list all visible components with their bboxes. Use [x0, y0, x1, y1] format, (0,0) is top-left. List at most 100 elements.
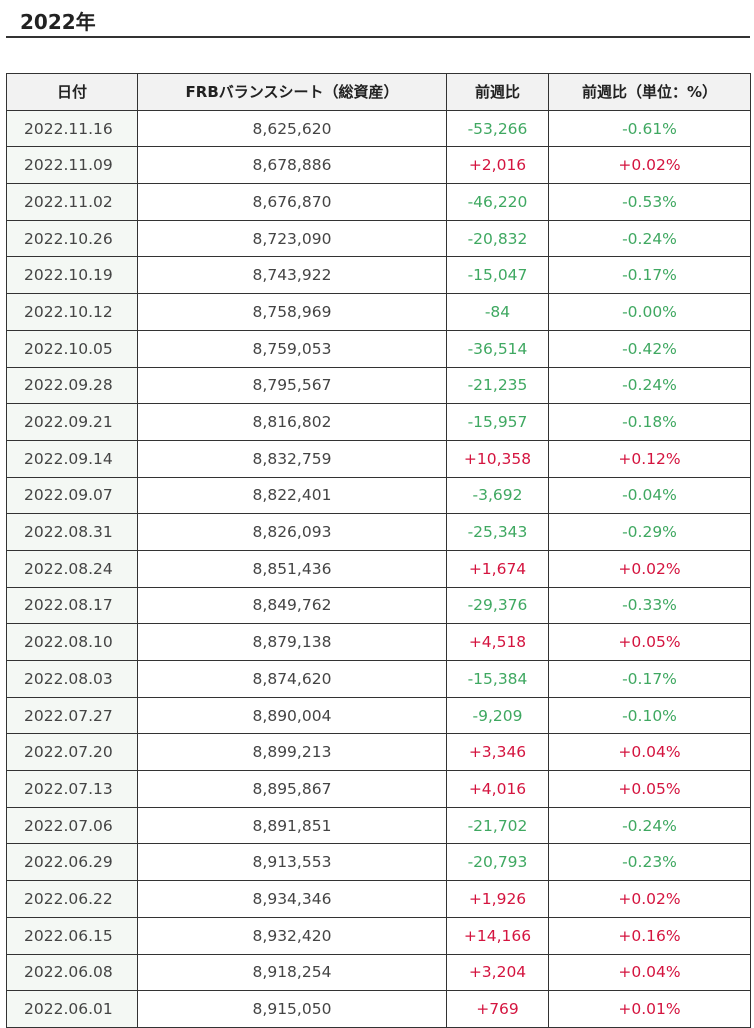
year-title: 2022年	[20, 10, 96, 34]
table-row: 2022.07.06 8,891,851 -21,702 -0.24%	[6, 806, 751, 845]
table-row: 2022.11.16 8,625,620 -53,266 -0.61%	[6, 109, 751, 148]
cell-total-assets: 8,851,436	[137, 549, 447, 588]
table-row: 2022.09.14 8,832,759 +10,358 +0.12%	[6, 439, 751, 478]
cell-weekly-change: -15,384	[446, 660, 549, 698]
header-row: 日付 FRBバランスシート（総資産） 前週比 前週比（単位：%）	[6, 73, 751, 111]
table-row: 2022.08.17 8,849,762 -29,376 -0.33%	[6, 586, 751, 625]
cell-date: 2022.06.22	[6, 880, 138, 918]
cell-weekly-change: +4,518	[446, 623, 549, 661]
cell-weekly-change-pct: +0.16%	[548, 916, 751, 955]
cell-weekly-change: -21,235	[446, 366, 549, 405]
cell-total-assets: 8,832,759	[137, 439, 447, 478]
cell-total-assets: 8,932,420	[137, 916, 447, 955]
table-row: 2022.07.13 8,895,867 +4,016 +0.05%	[6, 770, 751, 808]
cell-weekly-change: -20,793	[446, 843, 549, 882]
table-row: 2022.06.15 8,932,420 +14,166 +0.16%	[6, 916, 751, 955]
cell-date: 2022.08.10	[6, 623, 138, 661]
cell-total-assets: 8,918,254	[137, 953, 447, 992]
cell-total-assets: 8,676,870	[137, 183, 447, 221]
cell-weekly-change: -53,266	[446, 109, 549, 148]
cell-weekly-change-pct: +0.12%	[548, 439, 751, 478]
table-row: 2022.09.21 8,816,802 -15,957 -0.18%	[6, 403, 751, 441]
cell-weekly-change-pct: +0.02%	[548, 880, 751, 918]
cell-total-assets: 8,625,620	[137, 109, 447, 148]
cell-weekly-change: -20,832	[446, 219, 549, 258]
cell-date: 2022.08.24	[6, 549, 138, 588]
cell-total-assets: 8,879,138	[137, 623, 447, 661]
cell-total-assets: 8,913,553	[137, 843, 447, 882]
cell-weekly-change: +3,204	[446, 953, 549, 992]
table-row: 2022.07.27 8,890,004 -9,209 -0.10%	[6, 696, 751, 735]
table-row: 2022.10.12 8,758,969 -84 -0.00%	[6, 293, 751, 331]
header-date: 日付	[6, 73, 138, 111]
cell-total-assets: 8,890,004	[137, 696, 447, 735]
cell-total-assets: 8,899,213	[137, 733, 447, 772]
cell-date: 2022.06.08	[6, 953, 138, 992]
cell-weekly-change-pct: -0.24%	[548, 219, 751, 258]
cell-weekly-change-pct: -0.23%	[548, 843, 751, 882]
cell-date: 2022.09.07	[6, 476, 138, 515]
cell-total-assets: 8,915,050	[137, 990, 447, 1028]
cell-weekly-change: +1,674	[446, 549, 549, 588]
cell-weekly-change: +3,346	[446, 733, 549, 772]
cell-weekly-change-pct: +0.04%	[548, 733, 751, 772]
balance-sheet-table-container: 日付 FRBバランスシート（総資産） 前週比 前週比（単位：%） 2022.11…	[6, 73, 751, 1028]
cell-total-assets: 8,759,053	[137, 329, 447, 368]
cell-total-assets: 8,891,851	[137, 806, 447, 845]
table-row: 2022.06.08 8,918,254 +3,204 +0.04%	[6, 953, 751, 992]
cell-date: 2022.11.09	[6, 146, 138, 185]
header-total-assets: FRBバランスシート（総資産）	[137, 73, 447, 111]
cell-weekly-change: +4,016	[446, 770, 549, 808]
table-row: 2022.06.01 8,915,050 +769 +0.01%	[6, 990, 751, 1028]
cell-weekly-change: -9,209	[446, 696, 549, 735]
cell-weekly-change: -36,514	[446, 329, 549, 368]
cell-date: 2022.07.27	[6, 696, 138, 735]
cell-total-assets: 8,822,401	[137, 476, 447, 515]
cell-weekly-change: +2,016	[446, 146, 549, 185]
cell-date: 2022.09.28	[6, 366, 138, 405]
cell-date: 2022.07.20	[6, 733, 138, 772]
cell-total-assets: 8,874,620	[137, 660, 447, 698]
cell-total-assets: 8,795,567	[137, 366, 447, 405]
cell-weekly-change-pct: -0.00%	[548, 293, 751, 331]
cell-weekly-change-pct: -0.17%	[548, 256, 751, 295]
cell-date: 2022.06.29	[6, 843, 138, 882]
cell-weekly-change: -29,376	[446, 586, 549, 625]
table-row: 2022.10.19 8,743,922 -15,047 -0.17%	[6, 256, 751, 295]
cell-weekly-change-pct: -0.10%	[548, 696, 751, 735]
header-weekly-change: 前週比	[446, 73, 549, 111]
cell-weekly-change: +10,358	[446, 439, 549, 478]
cell-weekly-change-pct: +0.05%	[548, 770, 751, 808]
cell-weekly-change-pct: +0.02%	[548, 146, 751, 185]
cell-date: 2022.10.05	[6, 329, 138, 368]
cell-weekly-change: -15,957	[446, 403, 549, 441]
table-header: 日付 FRBバランスシート（総資産） 前週比 前週比（単位：%）	[6, 73, 751, 111]
table-row: 2022.09.28 8,795,567 -21,235 -0.24%	[6, 366, 751, 405]
cell-weekly-change: +769	[446, 990, 549, 1028]
cell-weekly-change-pct: -0.42%	[548, 329, 751, 368]
table-row: 2022.07.20 8,899,213 +3,346 +0.04%	[6, 733, 751, 772]
cell-weekly-change: +1,926	[446, 880, 549, 918]
cell-date: 2022.10.12	[6, 293, 138, 331]
cell-date: 2022.09.21	[6, 403, 138, 441]
cell-weekly-change-pct: -0.29%	[548, 513, 751, 551]
header-weekly-change-pct: 前週比（単位：%）	[548, 73, 751, 111]
cell-weekly-change-pct: -0.17%	[548, 660, 751, 698]
table-row: 2022.10.26 8,723,090 -20,832 -0.24%	[6, 219, 751, 258]
cell-weekly-change: +14,166	[446, 916, 549, 955]
table-row: 2022.06.29 8,913,553 -20,793 -0.23%	[6, 843, 751, 882]
cell-total-assets: 8,678,886	[137, 146, 447, 185]
cell-weekly-change-pct: -0.61%	[548, 109, 751, 148]
cell-weekly-change-pct: -0.53%	[548, 183, 751, 221]
table-body: 2022.11.16 8,625,620 -53,266 -0.61% 2022.11.…	[6, 109, 751, 1028]
cell-weekly-change: -46,220	[446, 183, 549, 221]
cell-weekly-change-pct: -0.24%	[548, 806, 751, 845]
cell-total-assets: 8,934,346	[137, 880, 447, 918]
cell-weekly-change-pct: -0.24%	[548, 366, 751, 405]
cell-date: 2022.11.02	[6, 183, 138, 221]
cell-date: 2022.09.14	[6, 439, 138, 478]
cell-date: 2022.10.26	[6, 219, 138, 258]
cell-weekly-change-pct: -0.33%	[548, 586, 751, 625]
cell-date: 2022.06.15	[6, 916, 138, 955]
cell-weekly-change: -3,692	[446, 476, 549, 515]
